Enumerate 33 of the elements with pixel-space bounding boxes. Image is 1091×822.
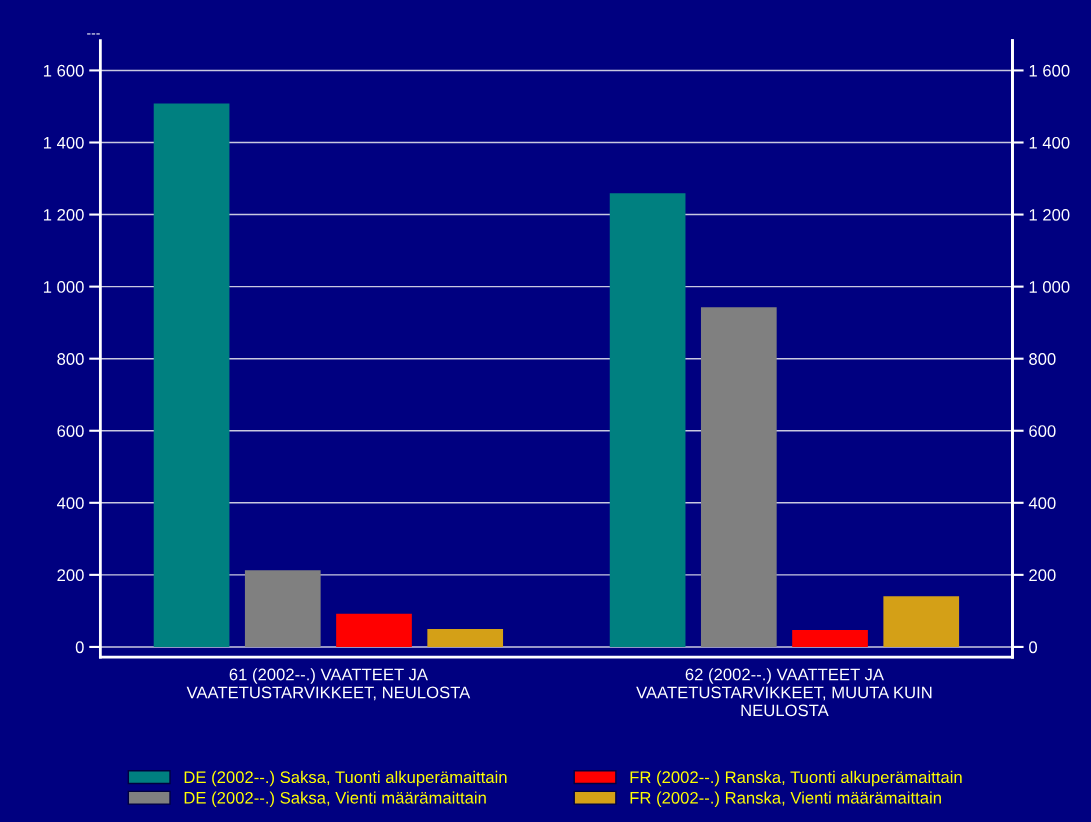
y-tick-label: 600	[57, 425, 84, 437]
legend-label: DE (2002--.) Saksa, Tuonti alkuperämaittain	[184, 770, 507, 787]
y-tick-label: 800	[57, 353, 84, 365]
bar	[883, 596, 960, 647]
y2-tick-label: 200	[1029, 569, 1056, 582]
bar	[427, 628, 504, 647]
bar	[153, 103, 230, 647]
x-tick-label: 61 (2002--.) VAATTEET JA VAATETUSTARVIKKEET, NEULOSTA	[186, 668, 471, 701]
y2-tick-label: 800	[1029, 353, 1056, 365]
bar	[609, 193, 686, 647]
bar	[336, 613, 412, 647]
legend-label: FR (2002--.) Ranska, Vienti määrämaittain	[630, 791, 941, 807]
y-tick-label: 200	[57, 569, 84, 582]
y-tick-label: 1 200	[43, 208, 84, 221]
bar	[792, 630, 868, 647]
y2-tick-label: 1 000	[1029, 281, 1070, 293]
y2-tick-label: 400	[1028, 497, 1056, 510]
y-tick-label: 1 400	[43, 136, 84, 149]
legend-label: FR (2002--.) Ranska, Tuonti alkuperämaittain	[630, 770, 962, 787]
y-axis-title: ---	[87, 33, 100, 35]
y-tick-label: 1 000	[43, 281, 84, 293]
y2-tick-label: 1 200	[1029, 208, 1070, 221]
y2-tick-label: 1 600	[1029, 64, 1070, 77]
y2-tick-label: 600	[1029, 425, 1056, 437]
x-tick-label: 62 (2002--.) VAATTEET JA VAATETUSTARVIKKEET, MUUTA KUIN NEULOSTA	[636, 668, 932, 717]
y2-tick-label: 0	[1029, 641, 1038, 654]
y-tick-label: 1 600	[43, 64, 84, 77]
bar	[700, 307, 777, 647]
legend-label: DE (2002--.) Saksa, Vienti määrämaittain	[184, 791, 486, 807]
y-tick-label: 400	[56, 497, 84, 510]
y2-tick-label: 1 400	[1029, 136, 1070, 149]
y-tick-label: 0	[75, 641, 84, 654]
bar	[244, 570, 321, 647]
